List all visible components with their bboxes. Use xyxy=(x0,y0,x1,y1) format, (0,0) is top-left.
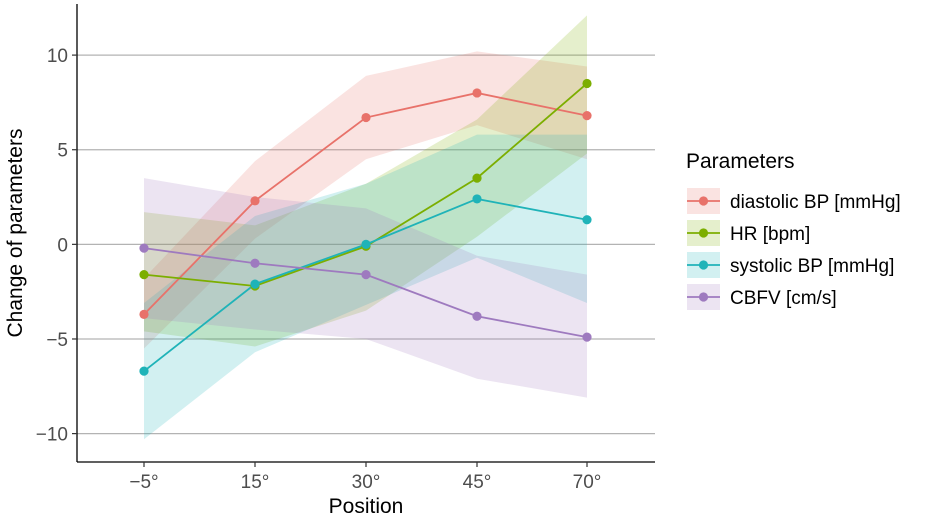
x-tick-label: 30° xyxy=(352,472,381,493)
series-points xyxy=(139,78,592,376)
data-point xyxy=(139,270,149,280)
data-point xyxy=(361,239,371,249)
data-point xyxy=(582,332,592,342)
data-point xyxy=(250,279,260,289)
y-tick-label: −5 xyxy=(46,330,68,351)
data-point xyxy=(361,270,371,280)
data-point xyxy=(582,78,592,89)
data-point xyxy=(472,311,482,321)
y-axis-ticks: −10 −5 0 5 10 xyxy=(36,46,77,446)
data-point xyxy=(582,215,592,225)
data-point xyxy=(472,194,482,204)
legend: Parameters diastolic BP [mmHg] HR [bpm] sy… xyxy=(686,150,901,310)
data-point xyxy=(361,112,371,123)
x-tick-label: 15° xyxy=(241,472,270,493)
y-tick-label: 10 xyxy=(47,46,68,67)
confidence-band xyxy=(144,51,587,349)
x-tick-label: 45° xyxy=(463,472,492,493)
data-point xyxy=(250,196,260,206)
confidence-band xyxy=(144,178,587,398)
legend-key-point xyxy=(698,196,709,206)
data-point xyxy=(582,111,592,121)
legend-key-point xyxy=(698,260,709,270)
legend-label: systolic BP [mmHg] xyxy=(730,256,894,277)
data-point xyxy=(472,88,482,98)
y-tick-label: 0 xyxy=(57,235,68,256)
legend-key-point xyxy=(698,228,709,238)
legend-label: diastolic BP [mmHg] xyxy=(730,192,901,213)
legend-label: HR [bpm] xyxy=(730,224,810,245)
legend-key-point xyxy=(698,292,709,302)
y-axis-title: Change of parameters xyxy=(4,129,27,338)
data-point xyxy=(139,243,149,253)
confidence-bands xyxy=(144,15,587,440)
y-tick-label: 5 xyxy=(57,141,68,162)
x-axis-title: Position xyxy=(329,495,404,517)
confidence-band xyxy=(144,134,587,440)
x-axis-ticks: −5° 15° 30° 45° 70° xyxy=(129,462,601,493)
data-point xyxy=(250,258,260,268)
legend-title: Parameters xyxy=(686,150,795,173)
data-point xyxy=(139,366,149,376)
x-tick-label: 70° xyxy=(573,472,602,493)
data-point xyxy=(472,173,482,183)
data-point xyxy=(139,309,149,319)
y-tick-label: −10 xyxy=(36,425,68,446)
legend-label: CBFV [cm/s] xyxy=(730,288,837,309)
x-tick-label: −5° xyxy=(129,472,158,493)
